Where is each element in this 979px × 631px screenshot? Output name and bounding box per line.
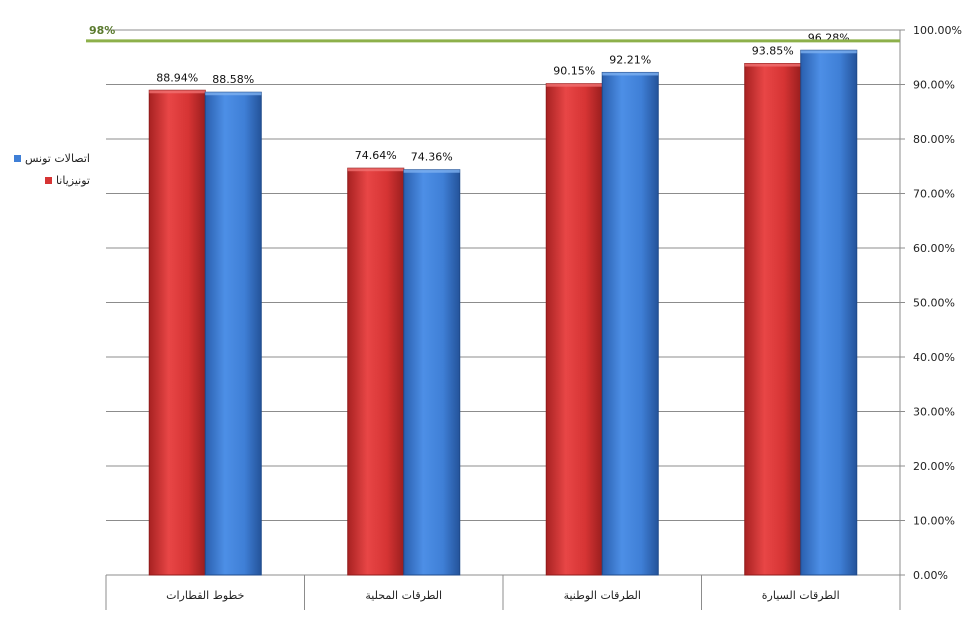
category-label: الطرقات المحلية — [365, 589, 442, 602]
bar-etisalat — [403, 169, 461, 576]
y-tick-label: 100.00% — [913, 24, 962, 37]
legend-item-tunisiana: تونيزيانا — [14, 169, 90, 191]
data-label: 88.58% — [212, 73, 254, 86]
y-tick-label: 80.00% — [913, 133, 955, 146]
bar-top-highlight — [205, 92, 262, 96]
y-tick-label: 60.00% — [913, 242, 955, 255]
y-tick-label: 50.00% — [913, 297, 955, 310]
bar-tunisiana — [347, 167, 405, 576]
bar-top-highlight — [602, 72, 659, 76]
legend: اتصالات تونس تونيزيانا — [14, 147, 90, 191]
axis-layer: 0.00% 10.00% 20.00% 30.00% 40.00% 50.00% 60.00… — [105, 24, 962, 610]
bar-layer — [148, 49, 858, 576]
target-layer: 98% — [86, 24, 900, 43]
bar-top-highlight — [149, 90, 206, 94]
bar-top-highlight — [403, 169, 460, 173]
y-tick-label: 90.00% — [913, 79, 955, 92]
legend-swatch-etisalat — [14, 154, 21, 162]
bar-top-highlight — [744, 63, 801, 67]
y-tick-label: 40.00% — [913, 351, 955, 364]
data-label: 93.85% — [752, 45, 794, 58]
y-tick-label: 20.00% — [913, 460, 955, 473]
y-tick-label: 10.00% — [913, 515, 955, 528]
legend-swatch-tunisiana — [44, 176, 52, 184]
bar-tunisiana — [545, 83, 603, 576]
bar-tunisiana — [744, 63, 802, 576]
target-line-label: 98% — [89, 24, 115, 37]
y-tick-label: 30.00% — [913, 406, 955, 419]
bar-top-highlight — [800, 50, 857, 54]
data-label: 74.64% — [355, 149, 397, 162]
data-label: 74.36% — [411, 151, 453, 164]
legend-item-etisalat: اتصالات تونس — [14, 147, 90, 169]
category-label: خطوط القطارات — [166, 589, 244, 602]
data-label: 88.94% — [156, 71, 198, 84]
bar-top-highlight — [347, 168, 404, 172]
bar-etisalat — [204, 91, 262, 576]
category-label: الطرقات الوطنية — [564, 589, 641, 602]
y-tick-label: 0.00% — [913, 569, 948, 582]
data-label: 90.15% — [553, 65, 595, 78]
legend-label-tunisiana: تونيزيانا — [55, 173, 90, 187]
bar-tunisiana — [148, 89, 206, 576]
bar-etisalat — [601, 71, 659, 576]
legend-label-etisalat: اتصالات تونس — [25, 151, 90, 165]
bar-top-highlight — [546, 83, 603, 87]
bar-etisalat — [800, 49, 858, 576]
category-label: الطرقات السيارة — [762, 589, 840, 602]
data-label: 92.21% — [609, 53, 651, 66]
y-tick-label: 70.00% — [913, 188, 955, 201]
label-layer: 88.94% 74.64% 90.15% 93.85% 88.58% 74.36% 92.2… — [156, 31, 849, 163]
